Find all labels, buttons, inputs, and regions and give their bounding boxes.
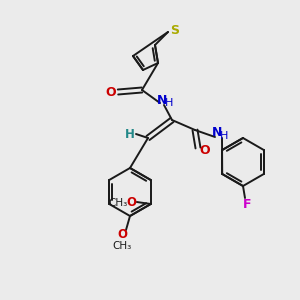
Text: O: O bbox=[127, 196, 137, 208]
Text: O: O bbox=[106, 85, 116, 98]
Text: F: F bbox=[243, 199, 251, 212]
Text: S: S bbox=[170, 23, 179, 37]
Text: H: H bbox=[125, 128, 135, 140]
Text: H: H bbox=[220, 131, 228, 141]
Text: N: N bbox=[212, 127, 222, 140]
Text: CH₃: CH₃ bbox=[108, 198, 128, 208]
Text: H: H bbox=[165, 98, 173, 108]
Text: O: O bbox=[200, 145, 210, 158]
Text: CH₃: CH₃ bbox=[112, 241, 132, 251]
Text: N: N bbox=[157, 94, 167, 106]
Text: O: O bbox=[117, 227, 127, 241]
